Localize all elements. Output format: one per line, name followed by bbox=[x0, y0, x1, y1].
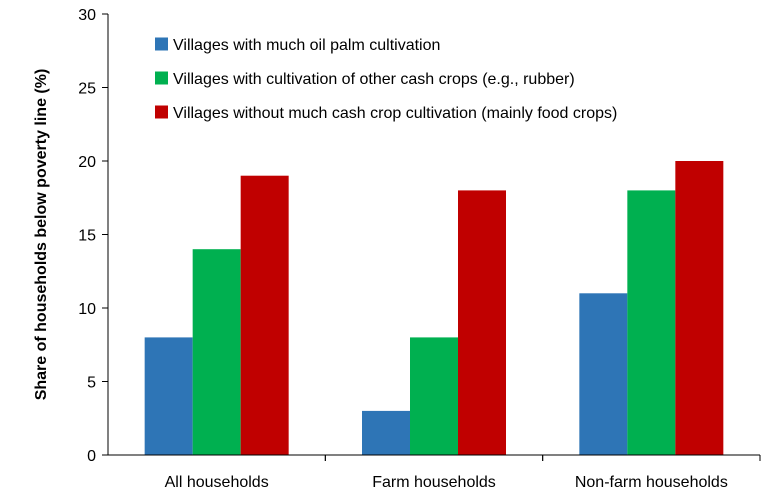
bar bbox=[144, 337, 193, 455]
bar bbox=[579, 293, 628, 455]
legend-label: Villages with cultivation of other cash … bbox=[173, 71, 575, 88]
bar bbox=[627, 190, 676, 455]
y-tick-label: 15 bbox=[78, 228, 96, 245]
x-category-label: Farm households bbox=[372, 474, 496, 491]
y-tick-label: 30 bbox=[78, 7, 96, 24]
bar bbox=[362, 410, 410, 455]
legend-label: Villages with much oil palm cultivation bbox=[173, 37, 440, 54]
x-axis-ticks: All households Farm households Non-farm ho… bbox=[165, 455, 761, 491]
legend-swatch bbox=[155, 37, 168, 51]
x-category-label: Non-farm households bbox=[575, 474, 728, 491]
y-tick-label: 5 bbox=[87, 375, 96, 392]
y-tick-label: 20 bbox=[78, 154, 96, 171]
bar bbox=[410, 337, 458, 455]
bar bbox=[240, 175, 289, 455]
legend-swatch bbox=[155, 105, 168, 119]
x-category-label: All households bbox=[165, 474, 269, 491]
bars-layer bbox=[144, 161, 724, 455]
y-tick-label: 25 bbox=[78, 81, 96, 98]
legend: Villages with much oil palm cultivation V… bbox=[155, 37, 617, 122]
legend-swatch bbox=[155, 71, 168, 85]
y-axis-ticks: 0 5 10 15 20 25 30 bbox=[78, 7, 108, 465]
y-axis-title: Share of households below poverty line (… bbox=[33, 69, 50, 401]
bar bbox=[192, 249, 241, 455]
bar bbox=[458, 190, 506, 455]
y-tick-label: 10 bbox=[78, 301, 96, 318]
y-tick-label: 0 bbox=[87, 448, 96, 465]
legend-label: Villages without much cash crop cultivat… bbox=[173, 105, 617, 122]
bar bbox=[675, 161, 724, 455]
